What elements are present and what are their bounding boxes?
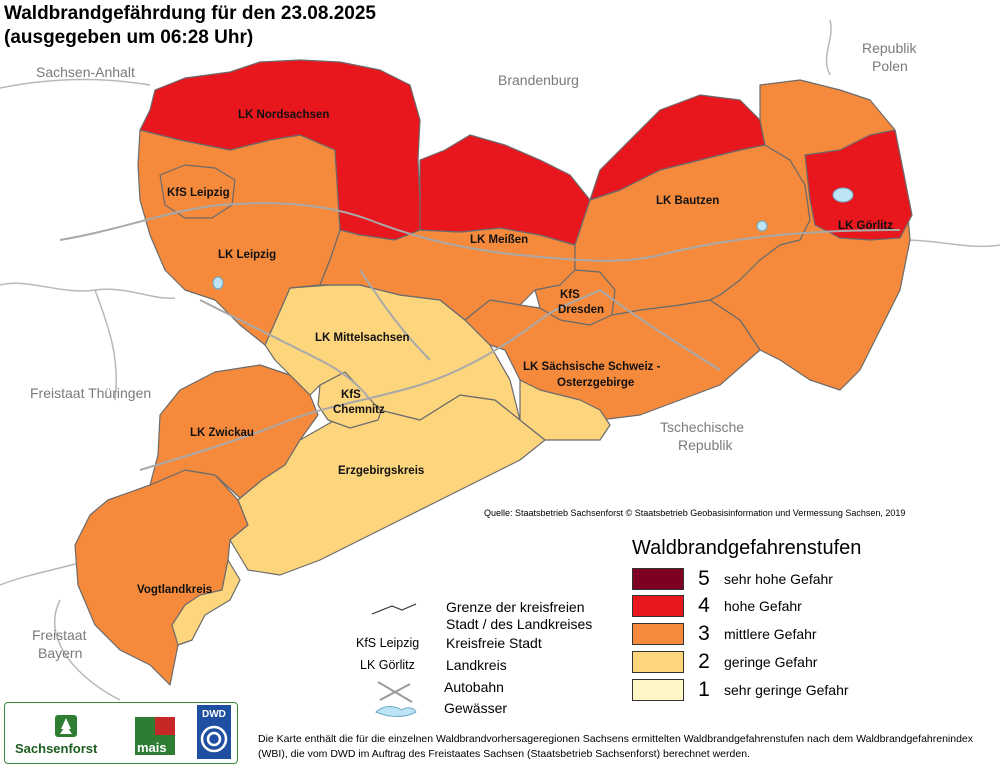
legend-swatch-5 <box>632 568 684 590</box>
legend-row-1: 1 sehr geringe Gefahr <box>632 678 849 702</box>
key-lk-desc: Landkreis <box>446 657 507 673</box>
label-nordsachsen: LK Nordsachsen <box>238 109 329 121</box>
mais-text: mais <box>137 740 167 755</box>
key-water: Gewässer <box>444 700 508 716</box>
label-dresden-2: Dresden <box>558 304 604 316</box>
legend-row-4: 4 hohe Gefahr <box>632 594 802 618</box>
map-title-line1: Waldbrandgefährdung für den 23.08.2025 <box>4 3 376 24</box>
legend-label-5: sehr hohe Gefahr <box>724 571 833 587</box>
label-goerlitz: LK Görlitz <box>838 220 893 232</box>
label-polen-2: Polen <box>872 58 908 74</box>
logo-box: Sachsenforst mais DWD <box>4 702 238 764</box>
disclaimer-text: Die Karte enthält die für die einzelnen … <box>258 733 974 760</box>
key-border-line2: Stadt / des Landkreises <box>446 616 593 632</box>
label-brandenburg: Brandenburg <box>498 72 579 88</box>
label-zwickau: LK Zwickau <box>190 427 254 439</box>
label-lk-leipzig: LK Leipzig <box>218 249 276 261</box>
label-bayern-2: Bayern <box>38 645 82 661</box>
legend-swatch-1 <box>632 679 684 701</box>
key-border-symbol <box>371 603 417 615</box>
legend-num-4: 4 <box>698 594 710 617</box>
label-ssoe-1: LK Sächsische Schweiz - <box>523 361 661 373</box>
logos-graphic: Sachsenforst mais DWD <box>15 705 231 759</box>
motorways <box>59 202 901 471</box>
district-meissen-north-red <box>419 134 591 246</box>
key-water-symbol <box>375 706 417 717</box>
districts <box>74 59 913 686</box>
legend-label-1: sehr geringe Gefahr <box>724 682 849 698</box>
mais-logo: mais <box>135 717 175 755</box>
label-chemnitz-2: Chemnitz <box>333 404 385 416</box>
label-sachsen-anhalt: Sachsen-Anhalt <box>36 64 135 80</box>
key-lk-example: LK Görlitz <box>360 658 415 672</box>
legend-row-2: 2 geringe Gefahr <box>632 650 817 674</box>
district-goerlitz-east-red <box>804 129 913 241</box>
label-tschechien-1: Tschechische <box>660 419 744 435</box>
legend-label-3: mittlere Gefahr <box>724 626 817 642</box>
label-kfs-leipzig: KfS Leipzig <box>167 187 230 199</box>
legend-row-3: 3 mittlere Gefahr <box>632 622 817 646</box>
district-vogtlandkreis[interactable] <box>74 469 249 686</box>
label-mittelsachsen: LK Mittelsachsen <box>315 332 410 344</box>
legend-num-2: 2 <box>698 650 710 673</box>
key-kfs-example: KfS Leipzig <box>356 636 420 650</box>
district-vogtland-south-patch <box>171 559 241 646</box>
label-ssoe-2: Osterzgebirge <box>557 377 634 389</box>
lakes <box>212 187 854 290</box>
label-vogtland: Vogtlandkreis <box>137 584 212 596</box>
label-chemnitz-1: KfS <box>341 389 361 401</box>
label-meissen: LK Meißen <box>470 234 528 246</box>
label-erzgebirge: Erzgebirgskreis <box>338 465 424 477</box>
sachsenforst-logo: Sachsenforst <box>15 715 98 756</box>
label-thueringen: Freistaat Thüringen <box>30 385 151 401</box>
dwd-logo: DWD <box>197 705 231 759</box>
legend-label-4: hohe Gefahr <box>724 598 802 614</box>
label-polen-1: Republik <box>862 40 917 56</box>
neighbor-borders <box>0 19 1000 701</box>
legend-label-2: geringe Gefahr <box>724 654 818 670</box>
legend-num-5: 5 <box>698 567 710 590</box>
key-autobahn-symbol <box>377 681 413 703</box>
legend-num-1: 1 <box>698 678 710 701</box>
label-bautzen: LK Bautzen <box>656 195 719 207</box>
key-border-line1: Grenze der kreisfreien <box>446 599 585 615</box>
legend-num-3: 3 <box>698 622 710 645</box>
legend-swatch-4 <box>632 595 684 617</box>
legend-swatch-3 <box>632 623 684 645</box>
key-kfs-desc: Kreisfreie Stadt <box>446 635 542 651</box>
label-tschechien-2: Republik <box>678 437 733 453</box>
legend-title: Waldbrandgefahrenstufen <box>632 537 862 559</box>
source-note: Quelle: Staatsbetrieb Sachsenforst © Sta… <box>484 508 906 518</box>
label-bayern-1: Freistaat <box>32 627 87 643</box>
legend-swatch-2 <box>632 651 684 673</box>
label-dresden-1: KfS <box>560 289 580 301</box>
map-title-line2: (ausgegeben um 06:28 Uhr) <box>4 27 254 48</box>
sachsenforst-text: Sachsenforst <box>15 741 98 756</box>
district-ssoe-south-patch <box>519 379 611 441</box>
key-autobahn: Autobahn <box>444 679 504 695</box>
dwd-text: DWD <box>202 709 226 720</box>
legend-row-5: 5 sehr hohe Gefahr <box>632 567 833 591</box>
map-title: Waldbrandgefährdung für den 23.08.2025 (… <box>4 2 376 50</box>
